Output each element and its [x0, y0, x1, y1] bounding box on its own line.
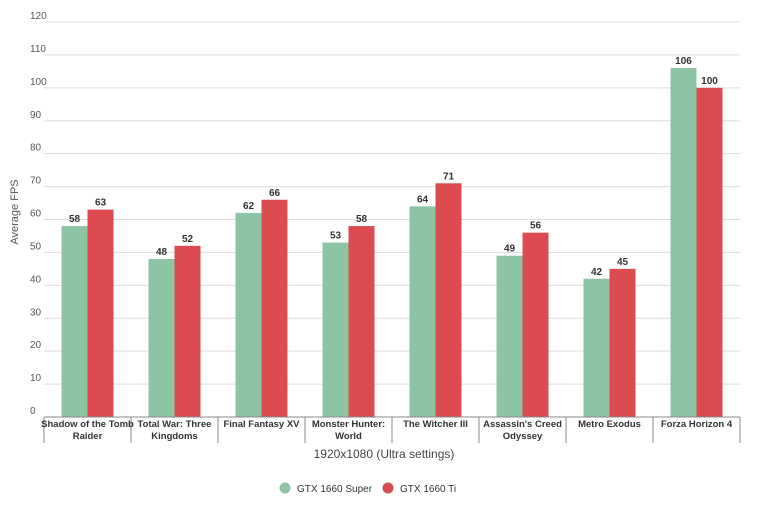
data-label: 106 — [675, 56, 692, 67]
gridlines — [44, 21, 740, 385]
y-tick-label: 40 — [30, 274, 42, 285]
bar-gtx-1660-ti — [696, 87, 723, 417]
bar-gtx-1660-super — [670, 68, 697, 417]
x-tick-label: Forza Horizon 4 — [661, 419, 733, 430]
bar-gtx-1660-ti — [435, 183, 462, 417]
bar-gtx-1660-ti — [522, 232, 549, 417]
legend-label: GTX 1660 Super — [297, 484, 373, 495]
y-tick-label: 100 — [30, 77, 47, 88]
legend: GTX 1660 Super GTX 1660 Ti — [279, 482, 456, 495]
x-tick-label: Shadow of the Tomb — [41, 419, 134, 430]
data-label: 45 — [617, 257, 629, 268]
y-tick-label: 90 — [30, 110, 42, 121]
data-label: 64 — [417, 194, 429, 205]
y-tick-label: 70 — [30, 176, 42, 187]
x-tick-label: Final Fantasy XV — [223, 419, 300, 430]
data-label: 58 — [356, 214, 368, 225]
y-tick-label: 80 — [30, 143, 42, 154]
y-tick-label: 120 — [30, 11, 47, 22]
x-tick-label: Kingdoms — [151, 431, 197, 442]
bar-gtx-1660-super — [409, 206, 436, 417]
data-label: 100 — [701, 76, 718, 87]
x-tick-label: Metro Exodus — [578, 419, 641, 430]
data-label: 42 — [591, 267, 603, 278]
bar-gtx-1660-super — [235, 212, 262, 417]
data-label: 62 — [243, 201, 255, 212]
bar-gtx-1660-ti — [174, 245, 201, 417]
x-tick-label: Assassin's Creed — [483, 419, 562, 430]
legend-swatch — [279, 482, 291, 494]
bar-gtx-1660-super — [61, 226, 88, 417]
x-tick-label: World — [335, 431, 362, 442]
bars — [61, 68, 723, 417]
x-tick-label: Raider — [73, 431, 103, 442]
bar-gtx-1660-ti — [261, 199, 288, 417]
bar-gtx-1660-ti — [609, 268, 636, 417]
legend-swatch — [382, 482, 394, 494]
data-label: 66 — [269, 188, 281, 199]
y-tick-label: 110 — [30, 44, 46, 55]
y-tick-label: 60 — [30, 209, 42, 220]
data-label: 48 — [156, 247, 168, 258]
data-label: 58 — [69, 214, 81, 225]
bar-gtx-1660-super — [148, 259, 175, 417]
legend-label: GTX 1660 Ti — [400, 484, 456, 495]
bar-gtx-1660-ti — [348, 226, 375, 417]
bar-gtx-1660-super — [322, 242, 349, 417]
y-tick-label: 0 — [30, 406, 36, 417]
x-tick-label: The Witcher III — [403, 419, 468, 430]
data-label: 63 — [95, 198, 107, 209]
data-label: 56 — [530, 221, 542, 232]
bar-gtx-1660-super — [583, 278, 610, 417]
axes: 0 10 20 30 40 50 60 70 80 90 100 110 120 Shadow of th… — [30, 11, 741, 443]
data-labels: 58 48 62 53 64 49 42 106 63 52 66 58 71 56 45 100 — [69, 56, 718, 278]
y-tick-label: 20 — [30, 340, 42, 351]
x-tick-label: Total War: Three — [138, 419, 212, 430]
x-axis-label: 1920x1080 (Ultra settings) — [314, 447, 455, 461]
y-tick-label: 50 — [30, 241, 42, 252]
y-axis-label: Average FPS — [9, 179, 21, 244]
bar-gtx-1660-ti — [87, 209, 114, 417]
x-tick-label: Monster Hunter: — [312, 419, 385, 430]
y-tick-label: 30 — [30, 307, 42, 318]
y-tick-label: 10 — [30, 373, 42, 384]
data-label: 71 — [443, 171, 455, 182]
data-label: 49 — [504, 244, 516, 255]
data-label: 53 — [330, 231, 342, 242]
x-tick-label: Odyssey — [503, 431, 543, 442]
data-label: 52 — [182, 234, 194, 245]
bar-gtx-1660-super — [496, 255, 523, 417]
